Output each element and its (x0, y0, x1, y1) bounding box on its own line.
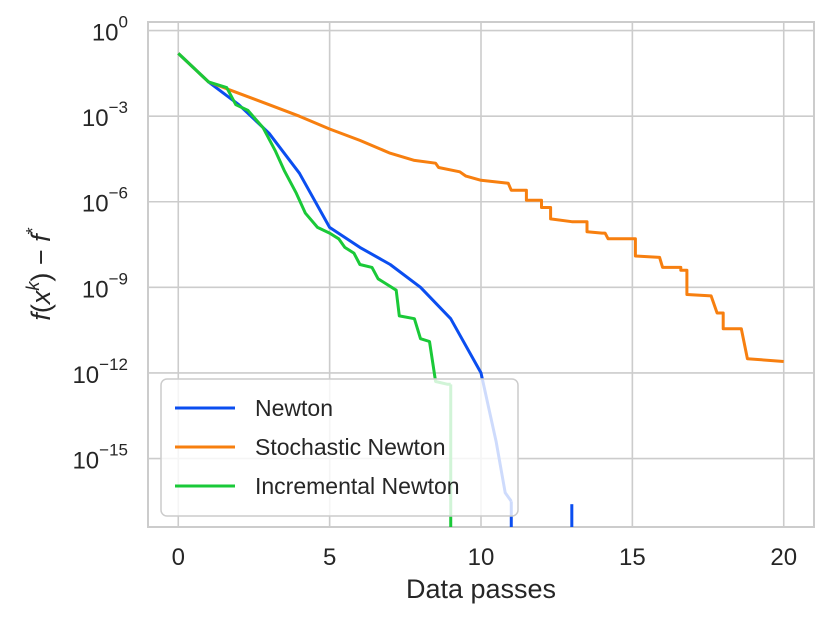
x-tick-label: 15 (619, 544, 646, 571)
y-tick-label: 10−3 (82, 98, 128, 132)
y-tick-label: 100 (92, 13, 128, 47)
legend: Newton Stochastic Newton Incremental Newto… (160, 378, 519, 517)
y-tick-label: 10−9 (82, 269, 128, 303)
y-axis-label: f(xk) − f* (23, 227, 56, 320)
legend-label-incremental-newton: Incremental Newton (255, 473, 460, 499)
x-tick-labels: 0 5 10 15 20 (172, 544, 797, 571)
x-tick-label: 20 (770, 544, 797, 571)
y-tick-label: 10−15 (72, 441, 128, 475)
x-tick-label: 5 (323, 544, 336, 571)
x-tick-label: 10 (468, 544, 495, 571)
series-line-incremental-newton (177, 52, 451, 386)
x-tick-label: 0 (172, 544, 185, 571)
y-tick-label: 10−12 (72, 355, 128, 389)
series-line-stochastic-newton (177, 52, 784, 363)
legend-box (160, 378, 519, 517)
y-tick-labels: 100 10−3 10−6 10−9 10−12 10−15 (72, 13, 128, 475)
legend-label-newton: Newton (255, 395, 333, 421)
x-axis-label: Data passes (406, 574, 556, 604)
y-tick-label: 10−6 (82, 184, 128, 218)
legend-label-stochastic-newton: Stochastic Newton (255, 434, 445, 460)
plot-frame (147, 21, 815, 528)
